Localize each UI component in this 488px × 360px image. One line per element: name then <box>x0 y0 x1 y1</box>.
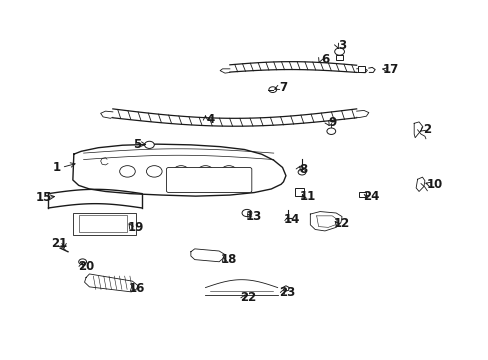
Circle shape <box>146 166 162 177</box>
Text: 7: 7 <box>279 81 287 94</box>
Circle shape <box>197 166 213 177</box>
Text: 17: 17 <box>382 63 398 76</box>
Text: 15: 15 <box>35 191 52 204</box>
Polygon shape <box>310 212 341 231</box>
Text: 11: 11 <box>299 190 315 203</box>
Text: 8: 8 <box>298 163 306 176</box>
Text: 18: 18 <box>220 253 237 266</box>
Text: 1: 1 <box>53 161 61 174</box>
Circle shape <box>120 166 135 177</box>
Text: 14: 14 <box>284 213 300 226</box>
Circle shape <box>144 141 154 148</box>
Text: 9: 9 <box>327 116 336 129</box>
Text: 16: 16 <box>129 282 145 295</box>
Circle shape <box>221 166 236 177</box>
Polygon shape <box>84 274 138 292</box>
Circle shape <box>268 87 276 93</box>
Text: 10: 10 <box>426 178 442 191</box>
Text: 24: 24 <box>363 190 379 203</box>
Text: 20: 20 <box>78 260 94 273</box>
Text: 23: 23 <box>279 287 295 300</box>
FancyBboxPatch shape <box>166 167 251 193</box>
Text: 6: 6 <box>320 53 328 66</box>
Text: 3: 3 <box>337 39 346 52</box>
Circle shape <box>326 128 335 134</box>
Text: 19: 19 <box>128 221 144 234</box>
Circle shape <box>173 166 188 177</box>
Text: 4: 4 <box>206 113 214 126</box>
Circle shape <box>334 48 344 55</box>
Polygon shape <box>415 177 424 192</box>
Text: 13: 13 <box>245 210 262 223</box>
Text: 22: 22 <box>240 291 256 304</box>
Polygon shape <box>190 249 224 262</box>
Bar <box>79 215 127 232</box>
Circle shape <box>298 169 305 175</box>
Bar <box>295 188 304 196</box>
Bar <box>73 213 136 234</box>
Polygon shape <box>413 122 422 138</box>
Polygon shape <box>73 144 285 196</box>
Text: 2: 2 <box>423 123 430 136</box>
Text: 12: 12 <box>333 217 349 230</box>
Circle shape <box>242 210 251 217</box>
Bar <box>358 192 365 197</box>
Bar <box>357 66 365 72</box>
Text: 21: 21 <box>51 237 67 250</box>
Text: 5: 5 <box>133 138 141 150</box>
Circle shape <box>79 259 86 265</box>
Bar <box>335 55 342 60</box>
